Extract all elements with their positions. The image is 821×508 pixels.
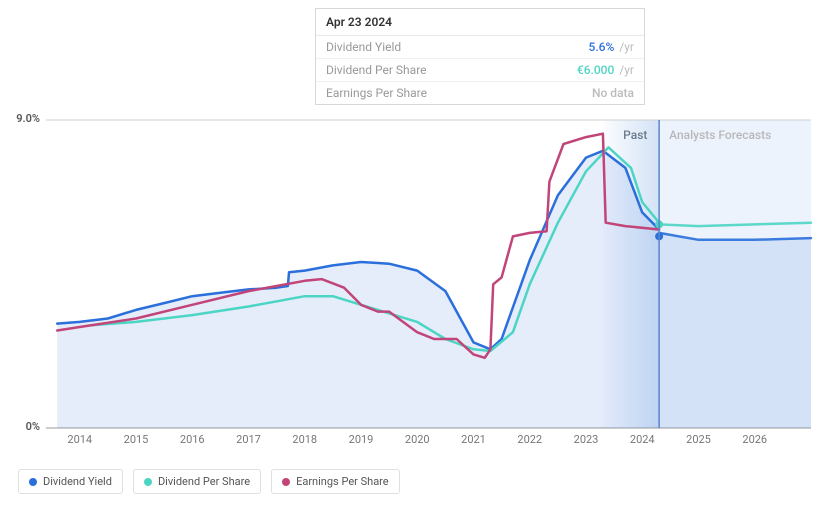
chart-tooltip: Apr 23 2024 Dividend Yield5.6% /yrDivide… <box>315 8 645 105</box>
legend-item[interactable]: Dividend Yield <box>18 469 123 494</box>
x-axis-tick: 2021 <box>461 433 486 446</box>
x-axis-tick: 2025 <box>686 433 711 446</box>
x-axis-tick: 2022 <box>517 433 542 446</box>
y-axis-label: 9.0% <box>16 112 40 125</box>
x-axis-tick: 2020 <box>405 433 430 446</box>
legend-label: Dividend Yield <box>43 475 112 488</box>
x-axis: 2014 2015 2016 2017 2018 2019 2020 2021 2022 2023… <box>46 433 811 453</box>
y-axis-label: 0% <box>26 420 40 433</box>
tooltip-row: Dividend Per Share €6.000 /yr <box>316 59 644 82</box>
dividend-chart: Apr 23 2024 Dividend Yield5.6% /yrDivide… <box>0 0 821 508</box>
tooltip-date: Apr 23 2024 <box>316 9 644 36</box>
legend-item[interactable]: Earnings Per Share <box>271 469 400 494</box>
legend-label: Dividend Per Share <box>158 475 250 488</box>
x-axis-tick: 2018 <box>292 433 317 446</box>
tooltip-label: Dividend Per Share <box>326 63 427 77</box>
legend-dot-icon <box>144 478 152 486</box>
legend-item[interactable]: Dividend Per Share <box>133 469 261 494</box>
x-axis-tick: 2019 <box>349 433 374 446</box>
region-label-forecast: Analysts Forecasts <box>669 128 771 142</box>
tooltip-label: Dividend Yield <box>326 40 401 54</box>
x-axis-tick: 2026 <box>742 433 767 446</box>
tooltip-value: €6.000 /yr <box>577 63 634 77</box>
region-label-past: Past <box>623 128 647 142</box>
x-axis-tick: 2017 <box>236 433 261 446</box>
tooltip-row: Dividend Yield 5.6% /yr <box>316 36 644 59</box>
tooltip-value: 5.6% /yr <box>589 40 634 54</box>
x-axis-tick: 2015 <box>124 433 149 446</box>
x-axis-tick: 2014 <box>67 433 92 446</box>
tooltip-label: Earnings Per Share <box>326 86 427 100</box>
legend-label: Earnings Per Share <box>296 475 389 488</box>
x-axis-tick: 2023 <box>574 433 599 446</box>
x-axis-tick: 2016 <box>180 433 205 446</box>
tooltip-row: Earnings Per Share No data <box>316 82 644 104</box>
tooltip-value: No data <box>592 86 634 100</box>
legend-dot-icon <box>29 478 37 486</box>
legend-dot-icon <box>282 478 290 486</box>
chart-legend: Dividend Yield Dividend Per Share Earnings… <box>18 469 400 494</box>
x-axis-tick: 2024 <box>630 433 655 446</box>
